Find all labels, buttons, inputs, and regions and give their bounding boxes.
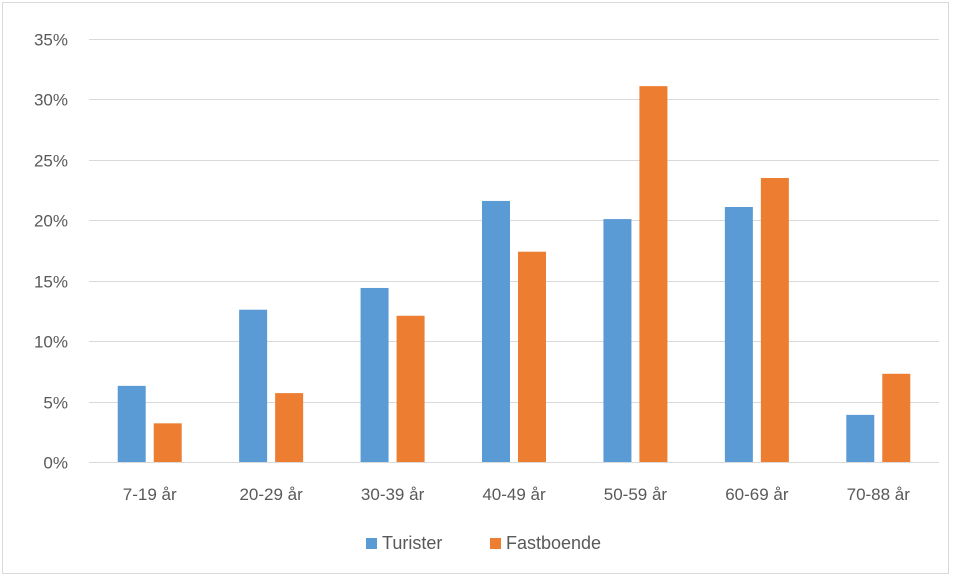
legend-label-turister: Turister (382, 533, 442, 553)
bar-turister (482, 200, 510, 462)
y-tick-label: 30% (34, 91, 68, 110)
gridlines (89, 39, 939, 403)
bar-fastboende (275, 393, 304, 462)
bar-fastboende (639, 86, 668, 463)
x-tick-label: 7-19 år (123, 485, 177, 504)
x-tick-label: 70-88 år (847, 485, 911, 504)
legend-swatch-fastboende (490, 538, 501, 549)
y-tick-label: 15% (34, 273, 68, 292)
x-tick-label: 50-59 år (604, 485, 668, 504)
y-tick-label: 10% (34, 333, 68, 352)
bars (117, 86, 911, 463)
x-tick-label: 40-49 år (482, 485, 546, 504)
bar-turister (360, 287, 389, 462)
y-tick-label: 0% (43, 454, 68, 473)
y-tick-label: 5% (43, 394, 68, 413)
bar-fastboende (153, 423, 182, 462)
bar-turister (239, 309, 268, 462)
y-axis-tick-labels: 0% 5% 10% 15% 20% 25% 30% 35% (34, 31, 68, 473)
x-axis-tick-labels: 7-19 år 20-29 år 30-39 år 40-49 år 50-59 år 6… (123, 485, 911, 504)
bar-fastboende (518, 251, 546, 462)
bar-fastboende (882, 373, 911, 462)
bar-turister (603, 219, 632, 462)
bar-turister (117, 385, 146, 462)
legend-label-fastboende: Fastboende (506, 533, 601, 553)
bar-turister (724, 206, 753, 462)
y-tick-label: 25% (34, 152, 68, 171)
legend-swatch-turister (366, 538, 377, 549)
bar-fastboende (396, 315, 425, 462)
bar-fastboende (760, 177, 789, 462)
x-tick-label: 30-39 år (361, 485, 425, 504)
legend: Turister Fastboende (366, 533, 601, 553)
bar-turister (846, 414, 875, 462)
x-tick-label: 60-69 år (725, 485, 789, 504)
y-tick-label: 20% (34, 212, 68, 231)
x-tick-label: 20-29 år (239, 485, 303, 504)
y-tick-label: 35% (34, 31, 68, 50)
